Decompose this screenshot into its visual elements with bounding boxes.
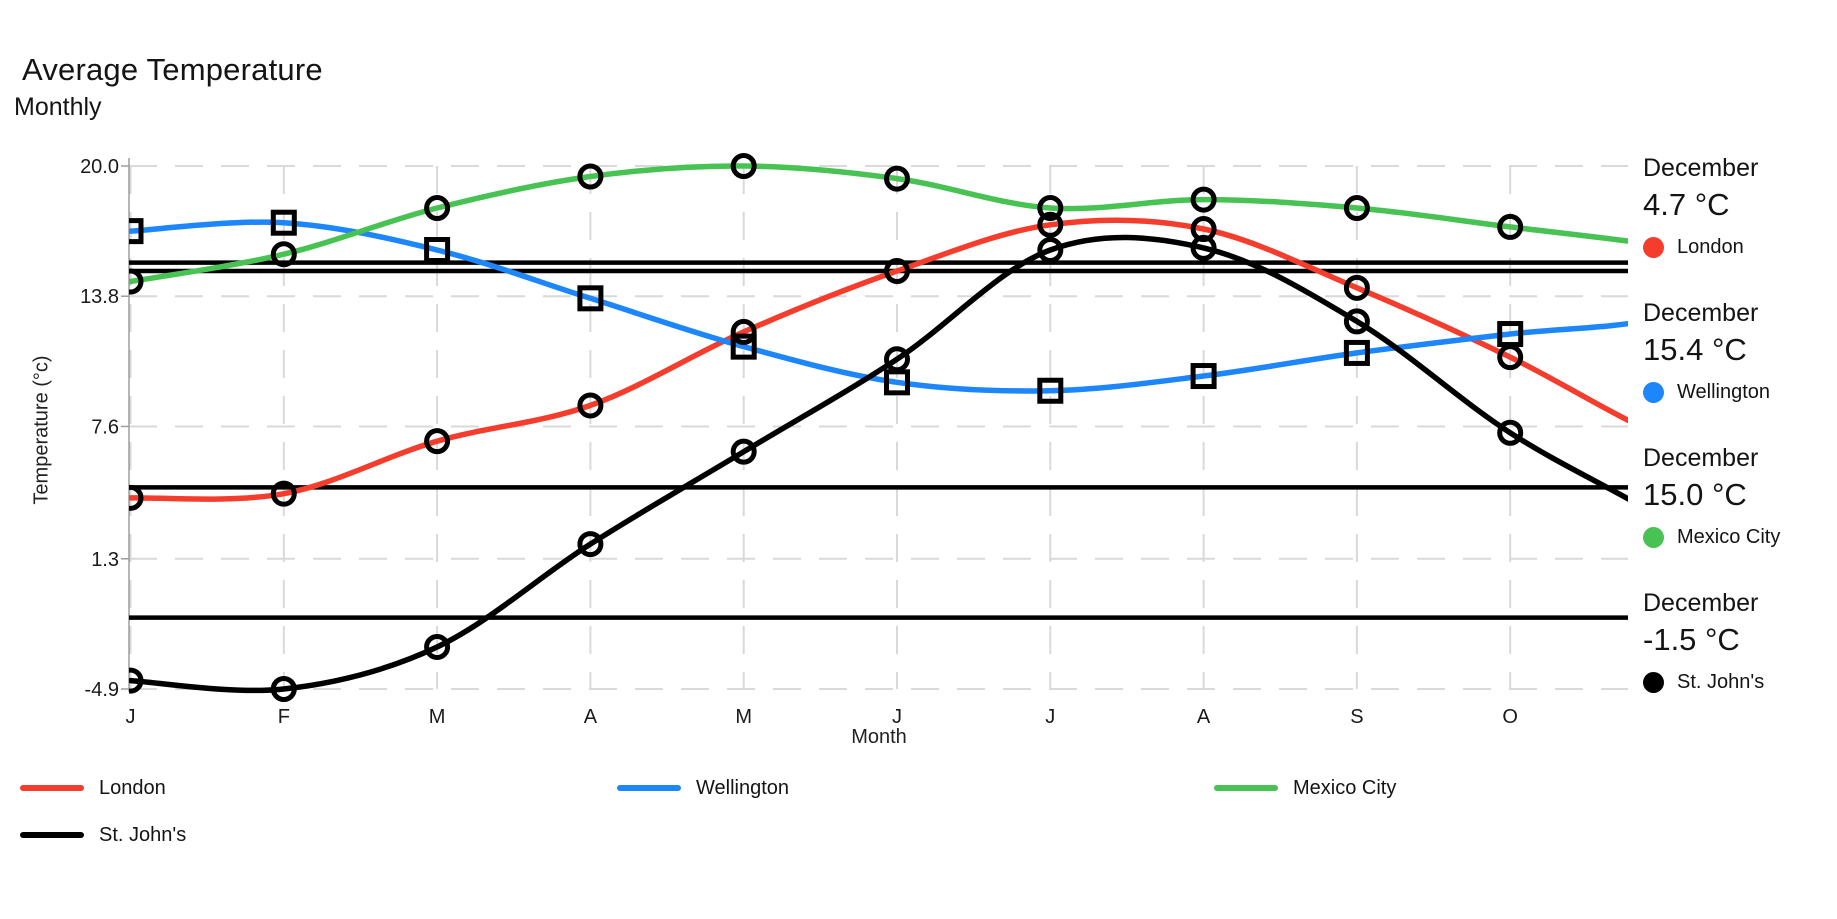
december-annotation-st-john-s: December -1.5 °C St. John's — [1643, 587, 1833, 694]
data-point-marker-square — [1497, 321, 1524, 348]
data-point-marker-circle — [424, 633, 451, 660]
y-tick-label: 20.0 — [80, 156, 119, 178]
annotation-period: December — [1643, 299, 1759, 327]
december-annotation-mexico-city: December 15.0 °C Mexico City — [1643, 442, 1833, 549]
y-tick-label: 1.3 — [91, 549, 119, 571]
legend-label: St. John's — [99, 823, 187, 846]
data-point-marker-circle — [577, 163, 604, 190]
x-tick-label: O — [1502, 706, 1518, 728]
data-point-marker-circle — [1190, 186, 1217, 213]
data-point-marker-circle — [424, 195, 451, 222]
data-point-marker-circle — [577, 531, 604, 558]
legend-item-mexico-city: Mexico City — [1214, 776, 1396, 800]
data-point-marker-circle — [129, 484, 144, 511]
series-color-dot — [1643, 237, 1664, 258]
chart-title: Average Temperature — [22, 52, 323, 87]
legend-label: Wellington — [696, 776, 790, 799]
series-line-mexico-city — [129, 163, 1628, 285]
data-point-marker-circle — [1190, 234, 1217, 261]
data-point-marker-circle — [730, 318, 757, 345]
data-point-marker-circle — [270, 241, 297, 268]
y-tick-label: 7.6 — [91, 416, 119, 438]
annotation-value: 4.7 °C — [1643, 187, 1730, 222]
data-point-marker-circle — [1497, 213, 1524, 240]
y-axis-title: Temperature (°c) — [30, 355, 53, 505]
series-color-dot — [1643, 672, 1664, 693]
series-line-london — [129, 217, 1628, 502]
x-tick-label: S — [1350, 706, 1363, 728]
x-axis-title: Month — [851, 726, 907, 748]
legend-line-swatch — [617, 785, 681, 791]
annotation-period: December — [1643, 589, 1759, 617]
series-line-st-john-s — [129, 234, 1628, 694]
data-point-marker-square — [730, 333, 757, 360]
data-point-marker-circle — [129, 667, 144, 694]
series-color-dot — [1643, 527, 1664, 548]
data-point-marker-circle — [884, 346, 910, 373]
data-point-marker-circle — [1343, 195, 1370, 222]
legend-line-swatch — [1214, 785, 1278, 791]
data-point-marker-circle — [577, 392, 604, 419]
legend-label: Mexico City — [1293, 776, 1397, 799]
data-point-marker-circle — [1497, 419, 1524, 446]
legend-item-london: London — [20, 776, 166, 800]
legend-line-swatch — [20, 832, 84, 838]
legend-item-st-john-s: St. John's — [20, 823, 186, 847]
data-point-marker-circle — [1343, 274, 1370, 301]
data-point-marker-circle — [1037, 211, 1064, 238]
annotation-city-label: Wellington — [1677, 381, 1771, 403]
x-tick-label: M — [429, 706, 446, 728]
december-annotation-london: December 4.7 °C London — [1643, 152, 1833, 259]
data-point-marker-circle — [270, 676, 297, 702]
data-point-marker-circle — [424, 428, 451, 455]
data-point-marker-circle — [730, 153, 757, 179]
legend-line-swatch — [20, 785, 84, 791]
x-tick-label: M — [735, 706, 752, 728]
annotation-period: December — [1643, 154, 1759, 182]
series-color-dot — [1643, 382, 1664, 403]
data-point-marker-circle — [129, 268, 144, 295]
data-point-marker-circle — [884, 165, 910, 192]
data-point-marker-circle — [884, 258, 910, 285]
data-point-marker-square — [1343, 339, 1370, 366]
x-tick-label: J — [892, 706, 902, 728]
data-point-marker-square — [1037, 377, 1064, 404]
data-point-marker-circle — [730, 438, 757, 465]
december-annotation-wellington: December 15.4 °C Wellington — [1643, 297, 1833, 404]
data-point-marker-square — [129, 218, 144, 245]
y-tick-label: 13.8 — [80, 286, 119, 308]
x-tick-label: A — [1197, 706, 1211, 728]
legend-item-wellington: Wellington — [617, 776, 789, 800]
annotation-value: 15.4 °C — [1643, 332, 1747, 367]
series-line-wellington — [129, 219, 1628, 394]
data-point-marker-circle — [270, 480, 297, 507]
annotation-city-label: London — [1677, 236, 1744, 258]
annotation-value: 15.0 °C — [1643, 477, 1747, 512]
data-point-marker-circle — [1037, 195, 1064, 222]
legend-label: London — [99, 776, 166, 799]
data-point-marker-square — [424, 237, 451, 264]
chart-subtitle: Monthly — [14, 93, 102, 121]
x-tick-label: F — [278, 706, 290, 728]
annotation-city-label: Mexico City — [1677, 526, 1781, 548]
x-tick-label: A — [584, 706, 598, 728]
x-tick-label: J — [126, 706, 136, 728]
data-point-marker-circle — [1037, 237, 1064, 264]
data-point-marker-square — [270, 209, 297, 236]
annotation-city-label: St. John's — [1677, 671, 1765, 693]
y-tick-label: -4.9 — [85, 679, 119, 701]
gridlines: 20.0 13.8 7.6 1.3 -4.9 J F M A M J J A S O — [80, 156, 1628, 728]
x-tick-label: J — [1045, 706, 1055, 728]
annotation-value: -1.5 °C — [1643, 622, 1740, 657]
data-point-marker-circle — [1343, 308, 1370, 335]
data-point-marker-square — [1190, 363, 1217, 390]
annotation-period: December — [1643, 444, 1759, 472]
data-point-marker-square — [577, 285, 604, 312]
